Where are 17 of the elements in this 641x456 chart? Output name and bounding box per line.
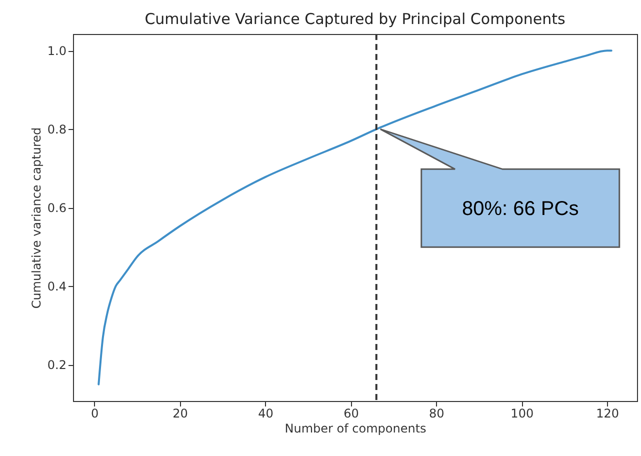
- x-tick-label: 120: [596, 406, 620, 420]
- x-tick-label: 40: [258, 406, 274, 420]
- y-axis-title: Cumulative variance captured: [29, 127, 44, 309]
- y-tick-label: 0.2: [47, 358, 66, 372]
- y-tick-label: 0.6: [47, 201, 66, 216]
- x-tick-label: 100: [510, 406, 534, 420]
- chart-title: Cumulative Variance Captured by Principal Components: [144, 10, 566, 28]
- x-tick-label: 80: [429, 406, 444, 420]
- line-series: [98, 50, 612, 386]
- x-tick-label: 60: [344, 406, 359, 420]
- x-axis-title: Number of components: [284, 422, 426, 436]
- y-tick-label: 1.0: [47, 44, 66, 58]
- y-tick-label: 0.8: [47, 122, 66, 137]
- x-tick-label: 20: [172, 406, 188, 420]
- x-tick-label: 0: [91, 406, 99, 420]
- y-tick-label: 0.4: [47, 280, 66, 294]
- annotation: 80%: 66 PCs: [462, 198, 579, 220]
